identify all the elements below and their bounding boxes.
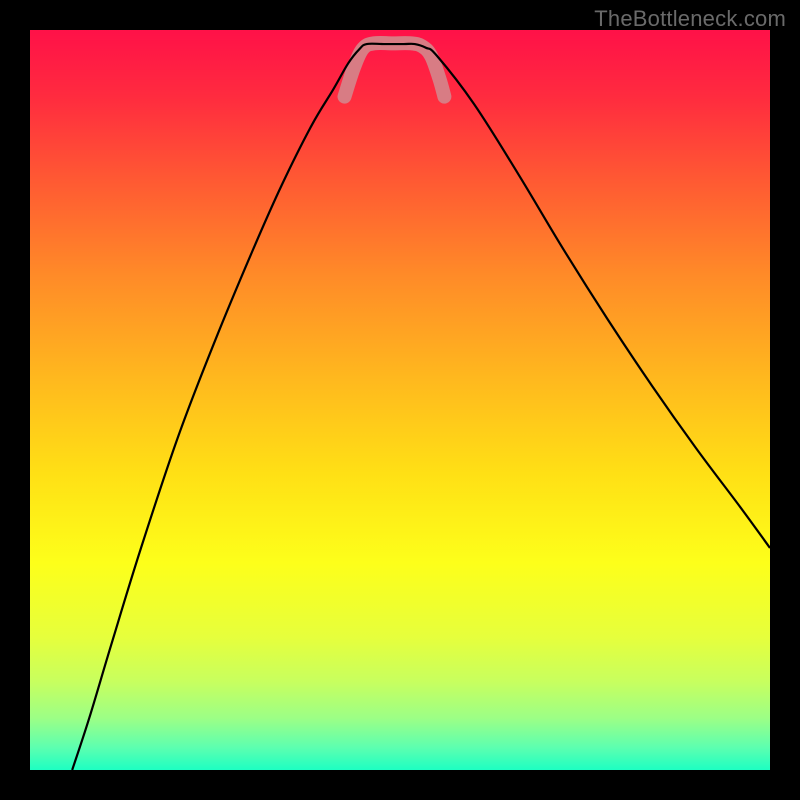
chart-curves bbox=[30, 30, 770, 770]
curve-black-main bbox=[72, 44, 770, 770]
watermark-text: TheBottleneck.com bbox=[594, 6, 786, 32]
plot-area bbox=[30, 30, 770, 770]
curve-pink-overlay bbox=[345, 43, 445, 97]
